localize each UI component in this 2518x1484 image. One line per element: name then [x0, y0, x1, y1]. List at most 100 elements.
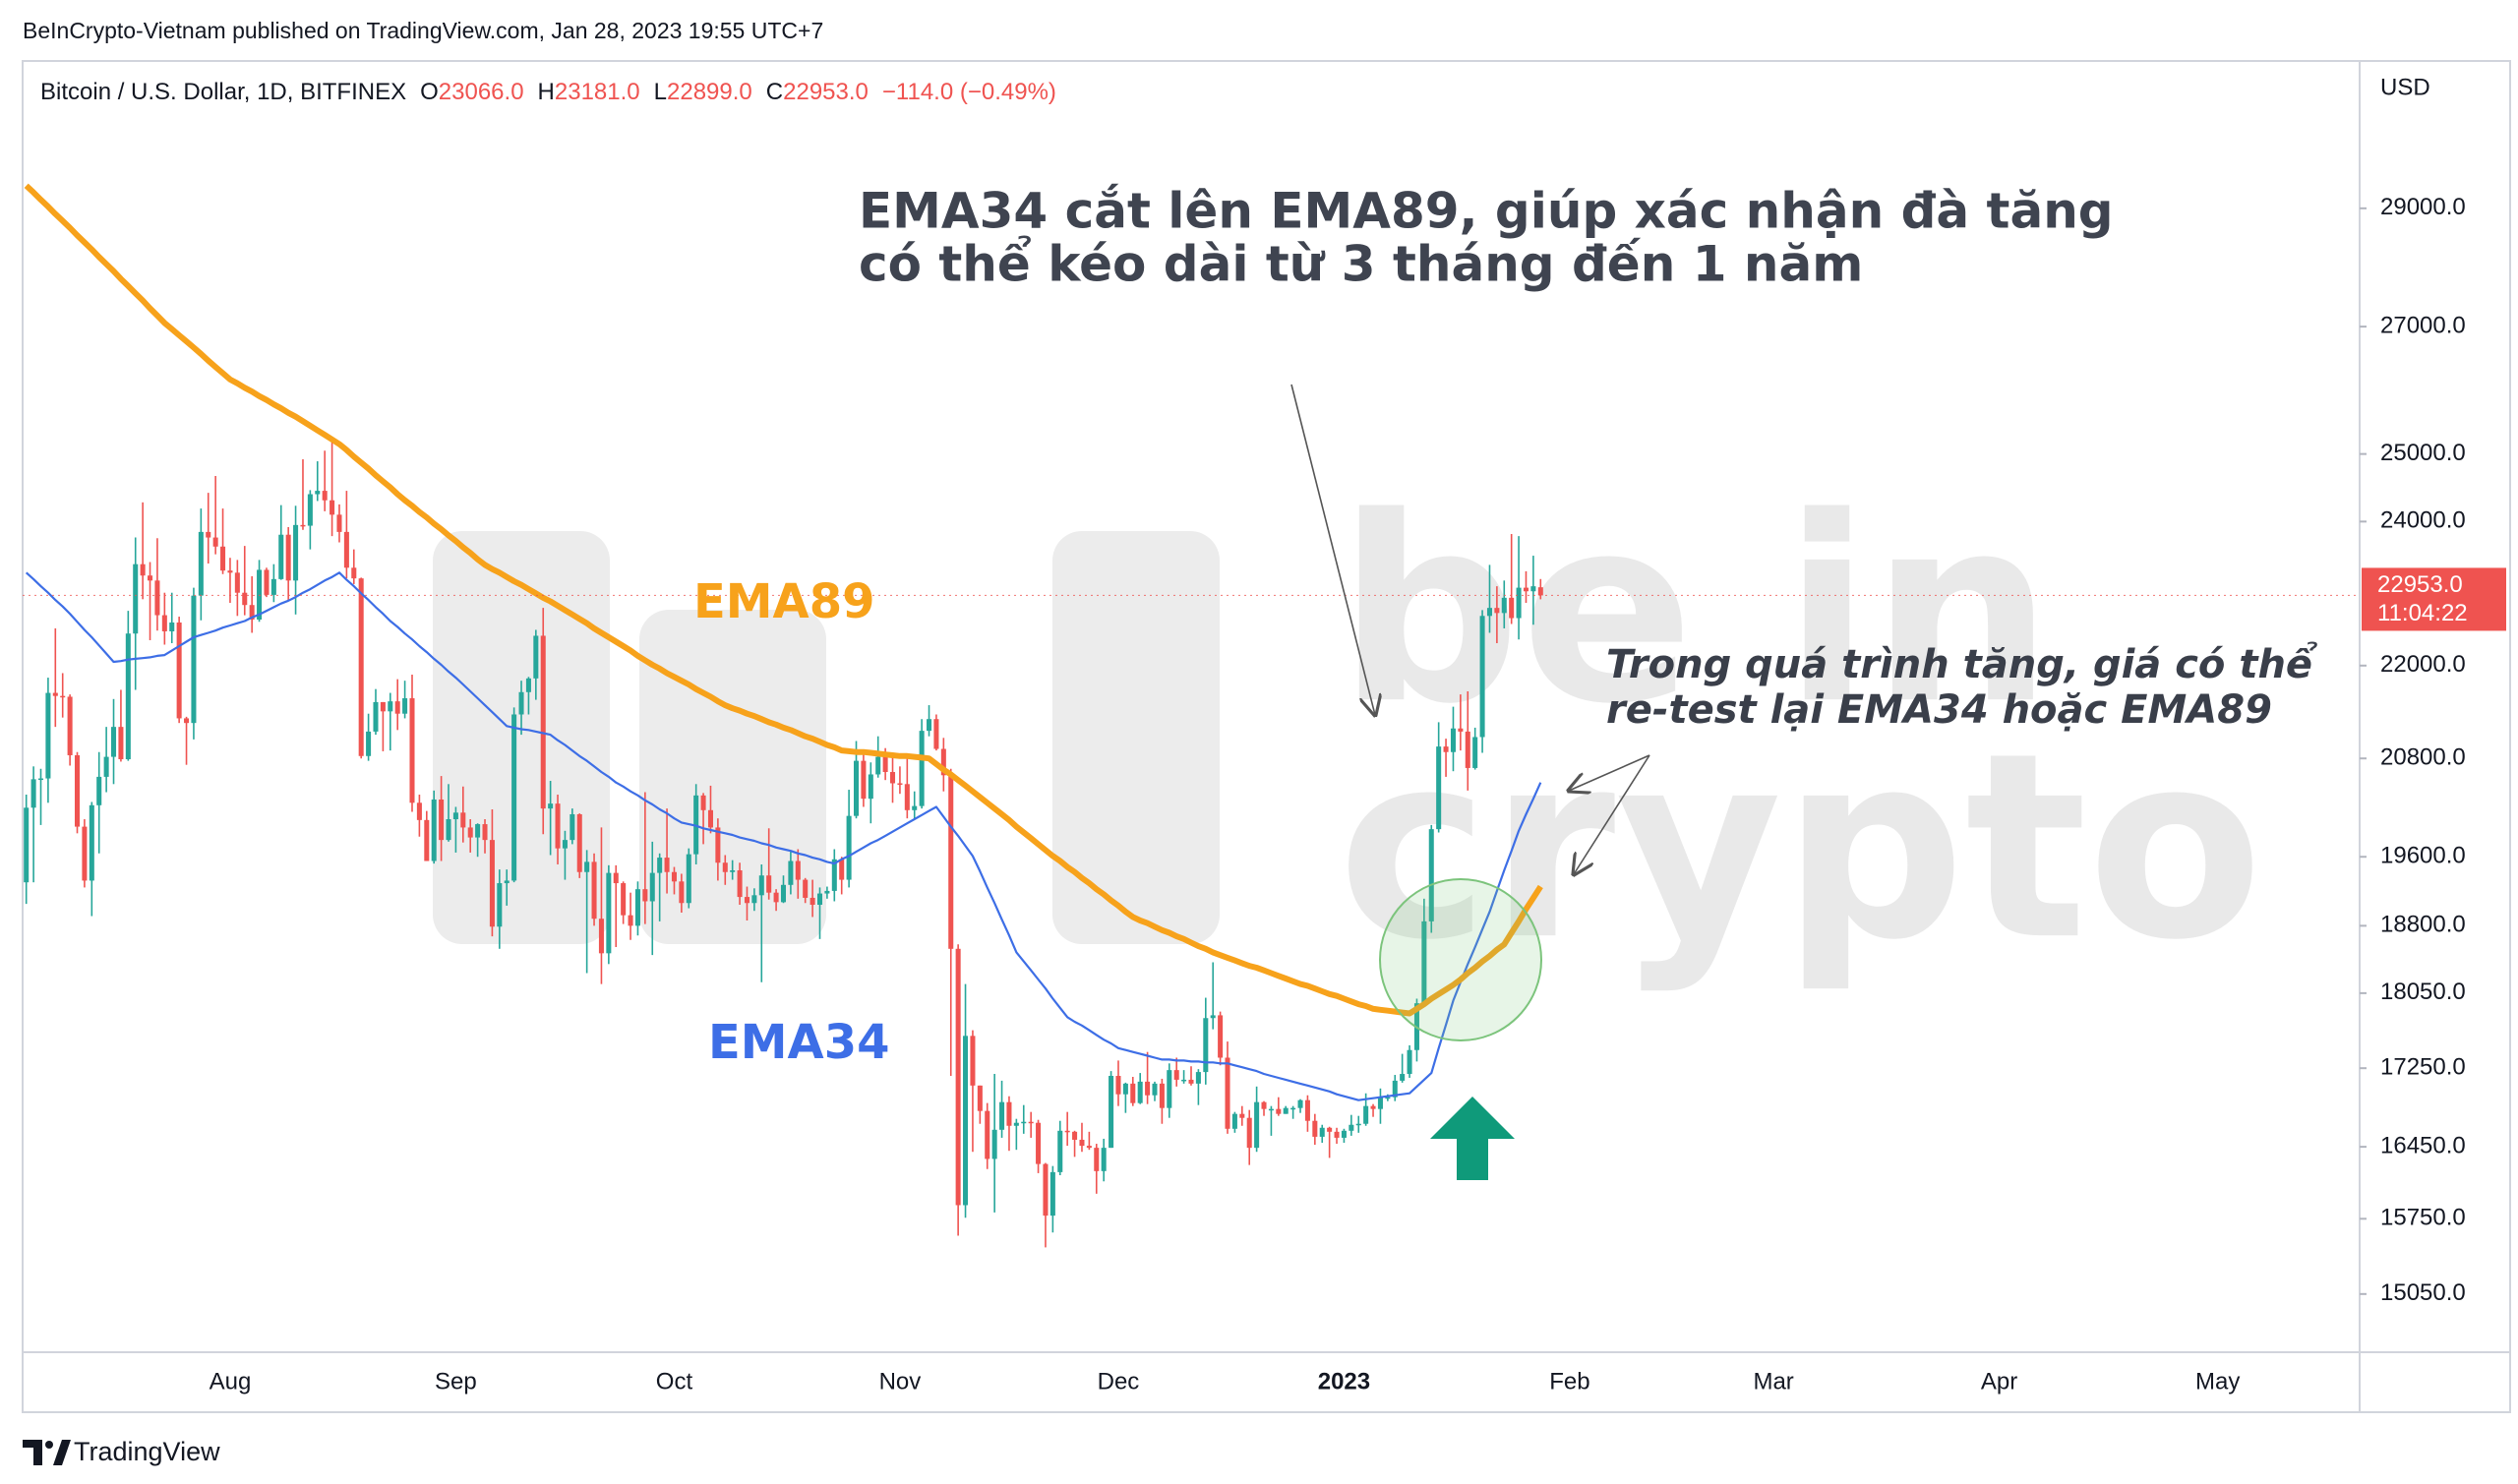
candle-body — [431, 799, 437, 861]
annotation-arrow — [1574, 754, 1650, 874]
candle-body — [1167, 1070, 1172, 1108]
candle-body — [737, 870, 743, 898]
candle-body — [293, 524, 299, 581]
candle-body — [1006, 1101, 1012, 1126]
candle-body — [285, 534, 291, 581]
candle-body — [722, 862, 728, 872]
candle-body — [103, 756, 109, 777]
candle-body — [307, 494, 313, 526]
candle-body — [1355, 1123, 1361, 1126]
candle-body — [330, 500, 335, 515]
candle-body — [249, 605, 255, 621]
header-part: 23066.0 — [439, 79, 524, 105]
candle-body — [1268, 1108, 1274, 1111]
candle-body — [380, 701, 386, 712]
candle-body — [846, 815, 852, 880]
candle-body — [504, 880, 510, 884]
candle-body — [985, 1110, 990, 1159]
candle-body — [30, 779, 36, 808]
candle-body — [1101, 1148, 1107, 1171]
candle-body — [912, 805, 918, 810]
annotation: Trong quá trình tăng, giá có thể — [1606, 640, 2318, 687]
candle-body — [52, 692, 58, 696]
plot-layer — [23, 183, 2360, 1248]
candle-body — [606, 872, 612, 954]
candle-body — [1400, 1074, 1406, 1081]
candle-body — [1130, 1083, 1136, 1103]
candle-body — [1501, 597, 1507, 614]
y-tick-label: 25000.0 — [2380, 440, 2466, 466]
candle-body — [621, 883, 627, 916]
header-part: −114.0 (−0.49%) — [882, 79, 1056, 105]
price-tag — [2362, 567, 2506, 631]
candle-body — [358, 578, 364, 756]
candle-body — [671, 871, 677, 882]
ema-line — [24, 183, 1543, 1017]
candle-body — [148, 575, 153, 581]
candle-body — [278, 534, 284, 579]
candle-body — [576, 813, 582, 872]
candle-body — [1465, 731, 1470, 768]
candle-body — [1428, 829, 1434, 921]
candle-body — [809, 897, 815, 906]
candle-body — [977, 1085, 983, 1111]
y-tick-label: 16450.0 — [2380, 1132, 2466, 1158]
candle-body — [475, 824, 481, 838]
watermark: be in crypto — [433, 463, 2263, 996]
candle-body — [1436, 746, 1442, 830]
x-tick-label: Dec — [1098, 1368, 1140, 1395]
candle-body — [96, 776, 102, 805]
candle-body — [394, 701, 400, 714]
candle-body — [300, 524, 306, 527]
candle-body — [1421, 920, 1427, 1004]
candle-body — [1013, 1122, 1019, 1126]
candle-body — [1173, 1070, 1179, 1080]
candle-body — [700, 795, 706, 810]
candle-body — [489, 840, 495, 927]
y-tick-label: 29000.0 — [2380, 194, 2466, 220]
candle-body — [1297, 1099, 1303, 1108]
candle-body — [1349, 1124, 1354, 1131]
candle-body — [125, 633, 131, 760]
candle-body — [562, 840, 568, 849]
candle-body — [1334, 1131, 1340, 1138]
crossover-highlight — [1379, 878, 1542, 1041]
candle-body — [220, 546, 226, 571]
candle-body — [927, 719, 932, 732]
candle-body — [1450, 728, 1456, 752]
candle-body — [882, 756, 888, 773]
candle-body — [861, 760, 867, 800]
candle-body — [948, 775, 954, 949]
price-tag-label: 22953.0 — [2377, 571, 2463, 598]
candle-body — [533, 635, 539, 679]
candle-body — [118, 727, 124, 760]
annotation-arrow — [1290, 384, 1375, 715]
footer-text: TradingView — [74, 1437, 220, 1466]
candle-body — [1472, 737, 1478, 768]
candle-body — [460, 812, 466, 828]
candle-body — [234, 572, 240, 593]
y-tick-label: 27000.0 — [2380, 312, 2466, 338]
y-tick-label: 22000.0 — [2380, 651, 2466, 678]
candle-body — [1254, 1101, 1260, 1149]
candle-body — [591, 861, 597, 920]
candle-body — [730, 870, 736, 872]
candle-body — [657, 858, 663, 873]
candle-body — [1188, 1079, 1194, 1084]
candle-body — [1109, 1076, 1114, 1149]
candle-body — [1290, 1107, 1296, 1110]
publisher-line: BeInCrypto-Vietnam published on TradingV… — [23, 18, 823, 43]
candle-body — [1246, 1117, 1252, 1149]
candle-body — [176, 623, 182, 719]
header-part: 22899.0 — [667, 79, 752, 105]
candle-body — [1523, 587, 1529, 592]
candle-body — [1086, 1146, 1092, 1149]
candle-body — [111, 727, 117, 757]
candle-body — [803, 879, 809, 898]
candle-body — [402, 698, 408, 714]
candle-body — [1319, 1127, 1325, 1137]
candle-body — [664, 858, 670, 872]
y-tick-label: 24000.0 — [2380, 507, 2466, 534]
watermark-logo — [1052, 531, 1220, 944]
